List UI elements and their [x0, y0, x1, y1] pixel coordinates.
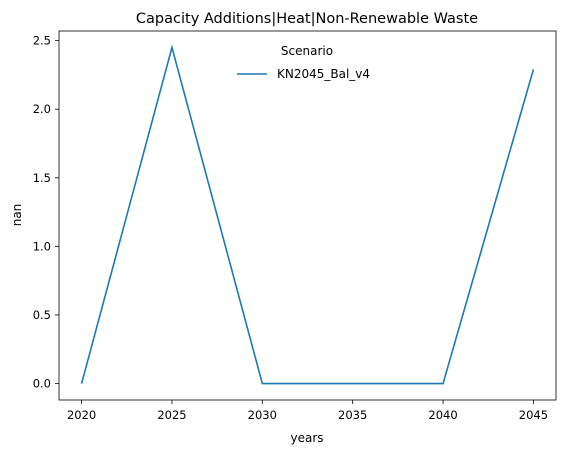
- x-tick-label: 2030: [248, 408, 277, 422]
- x-tick-label: 2045: [519, 408, 548, 422]
- y-axis-label: nan: [10, 204, 24, 227]
- y-tick-label: 1.0: [33, 239, 51, 253]
- legend-label-series-1: KN2045_Bal_v4: [277, 67, 370, 81]
- y-axis-ticks: 0.0 0.5 1.0 1.5 2.0 2.5: [33, 34, 59, 391]
- x-tick-label: 2025: [157, 408, 186, 422]
- x-tick-label: 2040: [428, 408, 457, 422]
- y-tick-label: 0.0: [33, 377, 51, 391]
- x-axis-ticks: 2020 2025 2030 2035 2040 2045: [67, 400, 548, 422]
- x-tick-label: 2020: [67, 408, 96, 422]
- y-tick-label: 2.5: [33, 34, 51, 48]
- y-tick-label: 2.0: [33, 102, 51, 116]
- legend-title: Scenario: [281, 44, 333, 58]
- y-tick-label: 1.5: [33, 171, 51, 185]
- legend: Scenario KN2045_Bal_v4: [237, 44, 370, 81]
- series-line-1: [80, 44, 535, 385]
- x-axis-label: years: [290, 431, 323, 445]
- x-tick-label: 2035: [338, 408, 367, 422]
- series-layer: [80, 44, 535, 385]
- chart-title: Capacity Additions|Heat|Non-Renewable Wa…: [136, 11, 478, 27]
- plot-frame: [58, 30, 557, 401]
- y-tick-label: 0.5: [33, 308, 51, 322]
